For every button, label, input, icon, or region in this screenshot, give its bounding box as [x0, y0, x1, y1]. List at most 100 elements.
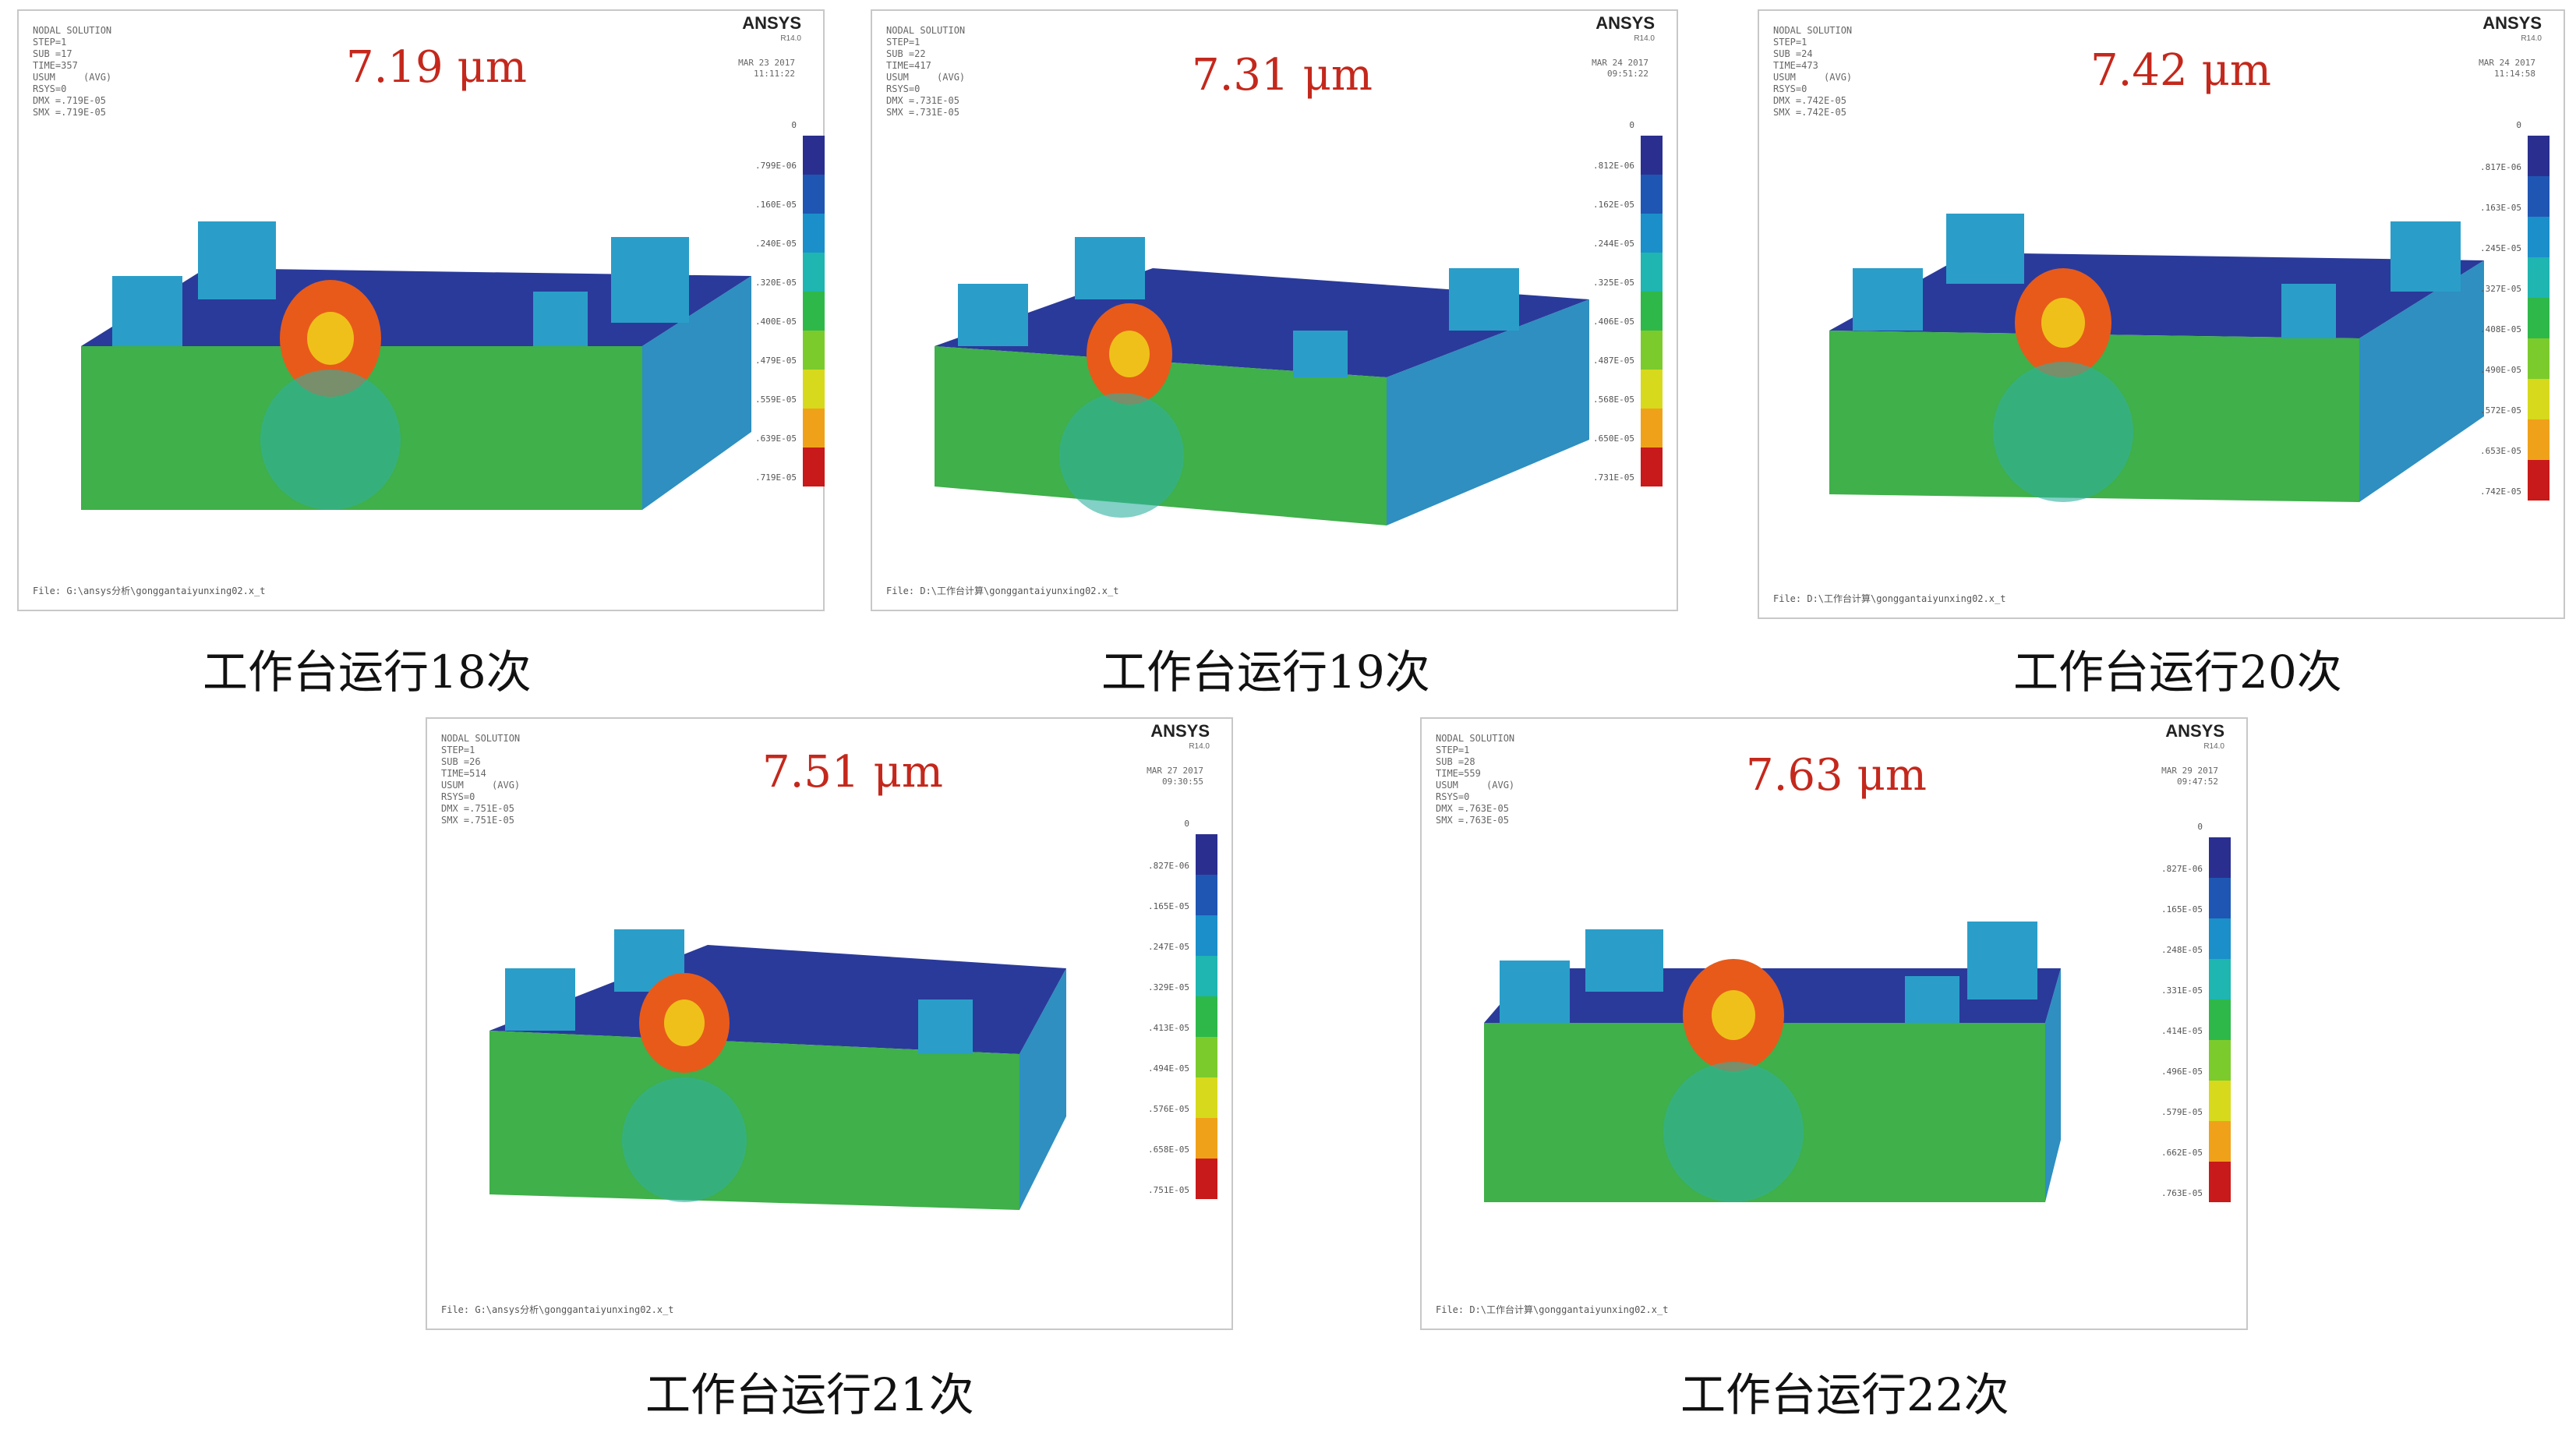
support-block — [112, 276, 182, 346]
support-block — [1293, 331, 1348, 377]
max-deformation-label: 7.31 μm — [1192, 50, 1373, 101]
color-legend-bar — [2209, 837, 2231, 1202]
solution-header: NODAL SOLUTION STEP=1 SUB =22 TIME=417 USUM … — [886, 25, 966, 118]
model-side-face — [642, 276, 751, 510]
caption-4: 工作台运行21次 — [645, 1368, 974, 1421]
simulation-panel-2: NODAL SOLUTION STEP=1 SUB =22 TIME=417 USUM … — [871, 9, 1678, 611]
support-block — [2281, 284, 2336, 338]
legend-swatch — [803, 214, 825, 253]
legend-swatch — [1196, 875, 1217, 915]
hot-spot-inner — [1712, 990, 1755, 1040]
timestamp: MAR 27 2017 09:30:55 — [1147, 766, 1203, 787]
hot-spot-inner — [307, 312, 354, 365]
hot-spot-inner — [2041, 298, 2085, 348]
simulation-panel-4: NODAL SOLUTION STEP=1 SUB =26 TIME=514 USUM … — [426, 717, 1233, 1330]
legend-swatch — [2528, 419, 2549, 460]
legend-swatch — [2528, 136, 2549, 176]
deformed-model — [935, 237, 1589, 525]
legend-swatch — [2209, 959, 2231, 999]
legend-ticks: 0 .812E-06 .162E-05 .244E-05 .325E-05 .4… — [1593, 120, 1634, 483]
support-block — [1967, 922, 2037, 999]
legend-swatch — [2209, 918, 2231, 959]
deformed-model — [81, 221, 751, 510]
legend-swatch — [2209, 999, 2231, 1040]
legend-swatch — [2528, 379, 2549, 419]
stress-zone — [622, 1077, 747, 1202]
legend-swatch — [2528, 460, 2549, 501]
legend-swatch — [803, 136, 825, 175]
timestamp: MAR 23 2017 11:11:22 — [738, 58, 795, 79]
stress-zone — [1663, 1062, 1804, 1202]
legend-swatch — [803, 292, 825, 331]
file-path: File: G:\ansys分析\gonggantaiyunxing02.x_t — [441, 1304, 674, 1315]
legend-swatch — [1196, 956, 1217, 996]
support-block — [1500, 961, 1570, 1023]
legend-swatch — [2528, 338, 2549, 379]
model-side-face — [1019, 968, 1066, 1210]
legend-swatch — [1641, 253, 1663, 292]
support-block — [918, 999, 973, 1054]
legend-ticks: 0 .827E-06 .165E-05 .247E-05 .329E-05 .4… — [1148, 819, 1189, 1195]
color-legend-bar — [1641, 136, 1663, 486]
legend-swatch — [803, 175, 825, 214]
caption-2: 工作台运行19次 — [1101, 646, 1430, 699]
legend-swatch — [2528, 257, 2549, 298]
support-block — [198, 221, 276, 299]
legend-swatch — [803, 409, 825, 448]
legend-swatch — [803, 331, 825, 370]
stress-zone — [1993, 362, 2133, 502]
support-block — [611, 237, 689, 323]
support-block — [2390, 221, 2461, 292]
color-legend-bar — [1196, 834, 1217, 1199]
legend-swatch — [2528, 298, 2549, 338]
ansys-logo: ANSYS R14.0 — [2165, 721, 2224, 752]
legend-swatch — [2209, 1040, 2231, 1081]
legend-swatch — [2209, 1162, 2231, 1202]
support-block — [1853, 268, 1923, 331]
timestamp: MAR 24 2017 09:51:22 — [1592, 58, 1648, 79]
timestamp: MAR 24 2017 11:14:58 — [2479, 58, 2535, 79]
legend-swatch — [1641, 370, 1663, 409]
model-side-face — [1387, 299, 1589, 525]
support-block — [533, 292, 588, 346]
legend-swatch — [1641, 214, 1663, 253]
legend-swatch — [1641, 331, 1663, 370]
ansys-logo: ANSYS R14.0 — [1150, 721, 1210, 752]
solution-header: NODAL SOLUTION STEP=1 SUB =28 TIME=559 USUM … — [1436, 733, 1515, 826]
support-block — [1905, 976, 1959, 1023]
legend-swatch — [1196, 834, 1217, 875]
legend-swatch — [1641, 292, 1663, 331]
support-block — [1449, 268, 1519, 331]
file-path: File: D:\工作台计算\gonggantaiyunxing02.x_t — [1436, 1304, 1669, 1315]
deformed-model — [1829, 214, 2484, 502]
legend-swatch — [2209, 1081, 2231, 1121]
support-block — [1946, 214, 2024, 284]
caption-5: 工作台运行22次 — [1680, 1368, 2009, 1421]
legend-swatch — [1641, 136, 1663, 175]
legend-swatch — [2528, 217, 2549, 257]
ansys-logo: ANSYS R14.0 — [742, 13, 801, 44]
color-legend-bar — [2528, 136, 2549, 501]
caption-1: 工作台运行18次 — [203, 646, 532, 699]
support-block — [958, 284, 1028, 346]
file-path: File: D:\工作台计算\gonggantaiyunxing02.x_t — [886, 586, 1119, 596]
timestamp: MAR 29 2017 09:47:52 — [2161, 766, 2218, 787]
solution-header: NODAL SOLUTION STEP=1 SUB =26 TIME=514 USUM … — [441, 733, 521, 826]
deformed-model — [489, 929, 1066, 1210]
caption-3: 工作台运行20次 — [2013, 646, 2342, 699]
color-legend-bar — [803, 136, 825, 486]
legend-swatch — [1196, 915, 1217, 956]
model-side-face — [2359, 260, 2484, 502]
support-block — [1585, 929, 1663, 992]
legend-swatch — [2209, 837, 2231, 878]
file-path: File: D:\工作台计算\gonggantaiyunxing02.x_t — [1773, 593, 2006, 604]
simulation-panel-3: NODAL SOLUTION STEP=1 SUB =24 TIME=473 USUM … — [1758, 9, 2565, 619]
legend-swatch — [803, 253, 825, 292]
simulation-panel-5: NODAL SOLUTION STEP=1 SUB =28 TIME=559 USUM … — [1420, 717, 2248, 1330]
legend-ticks: 0 .799E-06 .160E-05 .240E-05 .320E-05 .4… — [755, 120, 797, 483]
max-deformation-label: 7.42 μm — [2090, 45, 2271, 96]
max-deformation-label: 7.63 μm — [1746, 750, 1927, 801]
legend-swatch — [1196, 1159, 1217, 1199]
hot-spot-inner — [1109, 331, 1150, 377]
legend-swatch — [803, 448, 825, 486]
